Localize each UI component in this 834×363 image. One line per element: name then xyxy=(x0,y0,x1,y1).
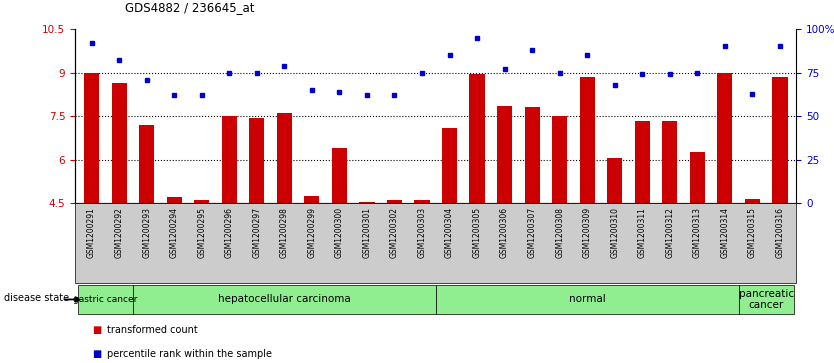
Bar xyxy=(414,200,430,203)
Text: ■: ■ xyxy=(92,325,101,335)
Bar xyxy=(304,196,319,203)
Text: transformed count: transformed count xyxy=(107,325,198,335)
Bar xyxy=(249,118,264,203)
Bar xyxy=(167,197,182,203)
Text: GSM1200306: GSM1200306 xyxy=(500,207,509,258)
Text: GSM1200302: GSM1200302 xyxy=(390,207,399,258)
Bar xyxy=(525,107,540,203)
Bar xyxy=(690,152,705,203)
Text: GSM1200300: GSM1200300 xyxy=(335,207,344,258)
Bar xyxy=(497,106,512,203)
Text: disease state: disease state xyxy=(4,293,69,303)
Text: GSM1200316: GSM1200316 xyxy=(776,207,785,258)
Text: GSM1200312: GSM1200312 xyxy=(666,207,675,258)
Text: hepatocellular carcinoma: hepatocellular carcinoma xyxy=(218,294,351,305)
Bar xyxy=(332,148,347,203)
Text: GSM1200315: GSM1200315 xyxy=(748,207,757,258)
Text: GSM1200292: GSM1200292 xyxy=(114,207,123,258)
Text: GSM1200305: GSM1200305 xyxy=(473,207,481,258)
Bar xyxy=(277,113,292,203)
Text: GSM1200310: GSM1200310 xyxy=(610,207,619,258)
Bar xyxy=(745,199,760,203)
Text: ■: ■ xyxy=(92,349,101,359)
Bar xyxy=(139,125,154,203)
Text: GSM1200291: GSM1200291 xyxy=(87,207,96,258)
Text: gastric cancer: gastric cancer xyxy=(73,295,138,304)
Bar xyxy=(84,73,99,203)
Text: percentile rank within the sample: percentile rank within the sample xyxy=(107,349,272,359)
Bar xyxy=(552,116,567,203)
Text: GSM1200313: GSM1200313 xyxy=(693,207,702,258)
Text: GSM1200295: GSM1200295 xyxy=(197,207,206,258)
Text: GSM1200309: GSM1200309 xyxy=(583,207,591,258)
Bar xyxy=(662,121,677,203)
Text: GSM1200304: GSM1200304 xyxy=(445,207,454,258)
Text: GSM1200296: GSM1200296 xyxy=(224,207,234,258)
Text: GSM1200298: GSM1200298 xyxy=(280,207,289,258)
Text: normal: normal xyxy=(569,294,605,305)
Bar xyxy=(359,202,374,203)
Bar xyxy=(607,158,622,203)
Text: GSM1200294: GSM1200294 xyxy=(169,207,178,258)
Text: GSM1200297: GSM1200297 xyxy=(253,207,261,258)
Text: GSM1200311: GSM1200311 xyxy=(638,207,647,258)
Bar xyxy=(772,77,787,203)
Bar xyxy=(635,121,650,203)
Bar xyxy=(222,116,237,203)
Text: GSM1200293: GSM1200293 xyxy=(142,207,151,258)
Bar xyxy=(580,77,595,203)
Bar xyxy=(442,128,457,203)
Bar xyxy=(194,200,209,203)
Bar xyxy=(470,74,485,203)
Text: GSM1200301: GSM1200301 xyxy=(363,207,371,258)
Text: GSM1200303: GSM1200303 xyxy=(418,207,426,258)
Text: GSM1200307: GSM1200307 xyxy=(528,207,536,258)
Bar xyxy=(717,73,732,203)
Text: pancreatic
cancer: pancreatic cancer xyxy=(739,289,794,310)
Text: GDS4882 / 236645_at: GDS4882 / 236645_at xyxy=(125,1,254,15)
Bar xyxy=(387,200,402,203)
Text: GSM1200299: GSM1200299 xyxy=(308,207,316,258)
Text: GSM1200308: GSM1200308 xyxy=(555,207,564,258)
Text: GSM1200314: GSM1200314 xyxy=(721,207,730,258)
Bar xyxy=(112,83,127,203)
